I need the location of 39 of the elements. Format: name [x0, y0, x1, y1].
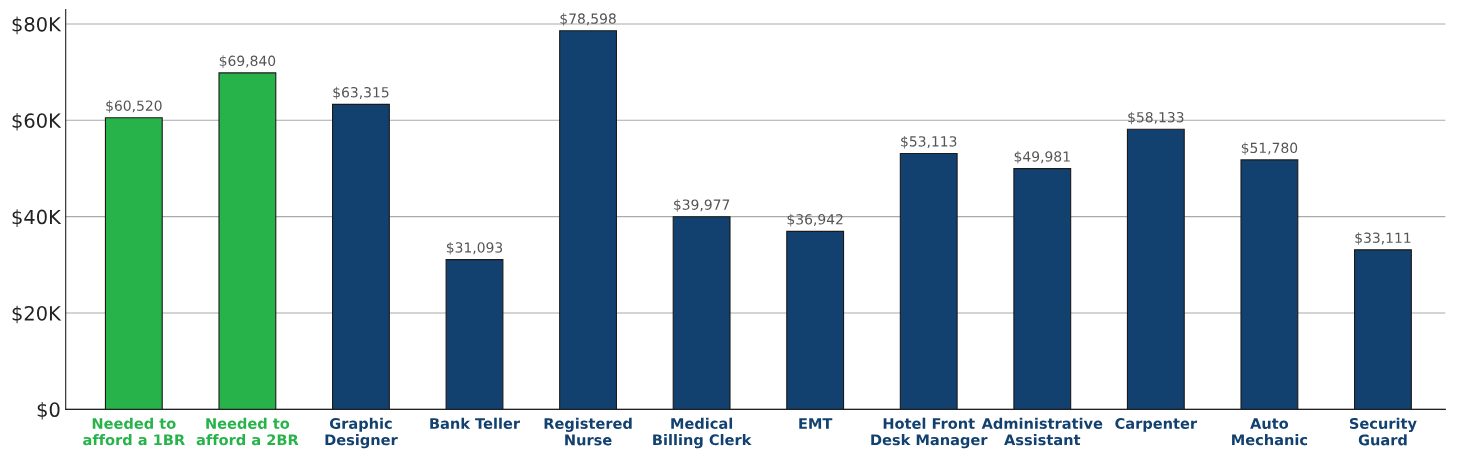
bar: [1013, 168, 1072, 410]
x-tick-label: Auto Mechanic: [1232, 418, 1308, 446]
bar: [1126, 128, 1185, 410]
bar: [672, 216, 731, 410]
y-tick-label: $0: [37, 401, 60, 420]
data-label: $58,133: [1128, 111, 1184, 125]
x-tick-label: Medical Billing Clerk: [653, 417, 752, 449]
x-tick-label: EMT: [799, 418, 833, 429]
x-tick-label: Carpenter: [1115, 417, 1198, 432]
x-tick-label: Graphic Designer: [325, 417, 398, 449]
data-label: $36,942: [787, 213, 843, 227]
x-tick-label: Needed to afford a 1BR: [83, 417, 185, 446]
bar: [332, 103, 390, 410]
bar: [559, 30, 617, 410]
data-label: $69,840: [219, 55, 276, 68]
data-label: $63,315: [333, 86, 389, 100]
x-tick-label: Bank Teller: [430, 417, 521, 429]
data-label: $39,977: [674, 199, 730, 212]
bar: [1240, 159, 1299, 410]
x-tick-label: Security Guard: [1349, 417, 1417, 446]
y-tick-label: $60K: [12, 112, 62, 131]
y-tick-label: $40K: [12, 209, 62, 227]
bar: [218, 72, 277, 410]
y-tick-label: $20K: [12, 305, 62, 324]
bar: [899, 152, 958, 410]
data-label: $53,113: [901, 135, 957, 149]
data-label: $33,111: [1355, 232, 1411, 245]
bar: [445, 259, 504, 410]
data-label: $49,981: [1014, 150, 1070, 164]
bar: [1354, 249, 1412, 410]
data-label: $78,598: [560, 13, 616, 26]
bar: [786, 230, 845, 410]
data-label: $51,780: [1241, 142, 1298, 155]
y-tick-label: $80K: [12, 16, 62, 35]
data-label: $60,520: [106, 100, 162, 113]
data-label: $31,093: [446, 241, 503, 255]
bar: [104, 117, 163, 410]
x-tick-label: Needed to afford a 2BR: [196, 417, 299, 446]
x-tick-label: Registered Nurse: [544, 417, 632, 446]
